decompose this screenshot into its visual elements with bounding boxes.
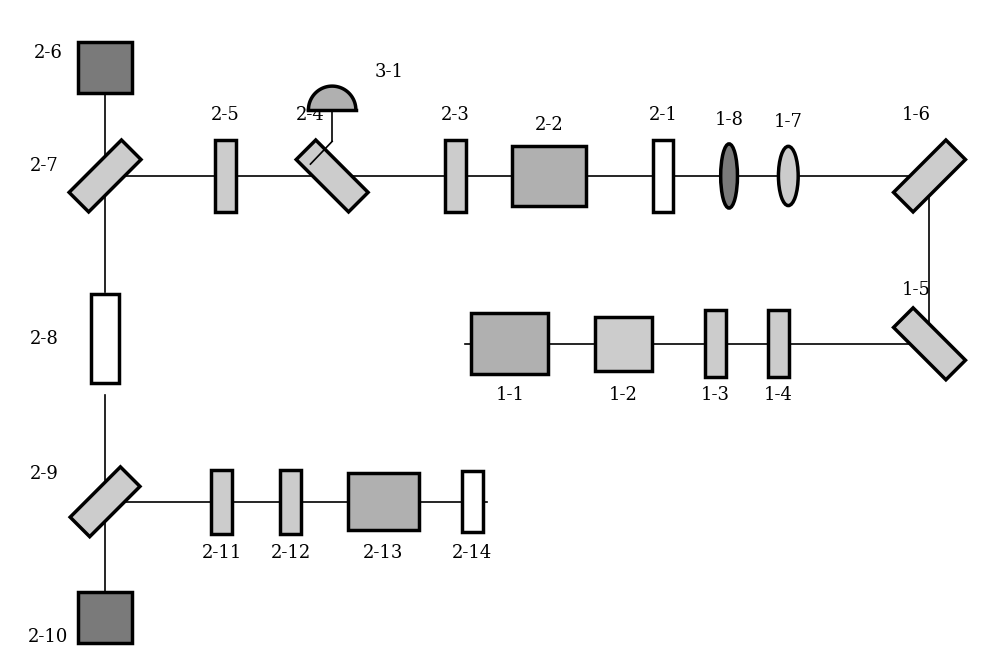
Bar (69, 140, 141, 212)
Bar (705, 310, 726, 378)
Text: 2-3: 2-3 (441, 105, 470, 124)
Text: 1-6: 1-6 (902, 105, 931, 124)
Text: 2-2: 2-2 (535, 115, 564, 134)
Text: 2-11: 2-11 (201, 544, 242, 562)
Text: 2-13: 2-13 (363, 544, 404, 562)
Text: 2-10: 2-10 (28, 628, 68, 646)
Bar (894, 140, 965, 212)
Bar (91, 295, 119, 384)
Bar (653, 140, 673, 212)
Text: 1-7: 1-7 (774, 113, 803, 130)
Bar (348, 473, 419, 530)
Bar (768, 310, 789, 378)
Bar (78, 592, 132, 643)
Text: 2-6: 2-6 (33, 43, 62, 61)
Bar (462, 471, 483, 532)
Text: 1-8: 1-8 (715, 111, 744, 129)
Text: 1-2: 1-2 (609, 386, 638, 404)
Text: 2-4: 2-4 (296, 105, 325, 124)
Text: 3-1: 3-1 (375, 63, 404, 81)
Ellipse shape (721, 144, 737, 208)
Bar (211, 470, 232, 534)
Bar (280, 470, 301, 534)
Text: 1-1: 1-1 (495, 386, 524, 404)
Bar (445, 140, 466, 212)
Text: 2-8: 2-8 (29, 330, 58, 348)
Text: 2-7: 2-7 (29, 157, 58, 175)
Text: 2-5: 2-5 (211, 105, 240, 124)
Bar (296, 140, 368, 212)
Bar (78, 42, 132, 93)
Text: 2-14: 2-14 (452, 544, 492, 562)
Text: 2-1: 2-1 (648, 105, 677, 124)
Text: 1-4: 1-4 (764, 386, 793, 404)
Bar (471, 313, 548, 374)
Polygon shape (308, 86, 356, 110)
Text: 1-3: 1-3 (701, 386, 730, 404)
Ellipse shape (778, 146, 798, 206)
Text: 2-12: 2-12 (271, 544, 311, 562)
Bar (595, 317, 652, 371)
Text: 2-9: 2-9 (29, 465, 58, 483)
Text: 1-5: 1-5 (902, 281, 931, 299)
Bar (512, 146, 586, 206)
Bar (894, 308, 965, 380)
Bar (70, 467, 140, 536)
Bar (215, 140, 236, 212)
